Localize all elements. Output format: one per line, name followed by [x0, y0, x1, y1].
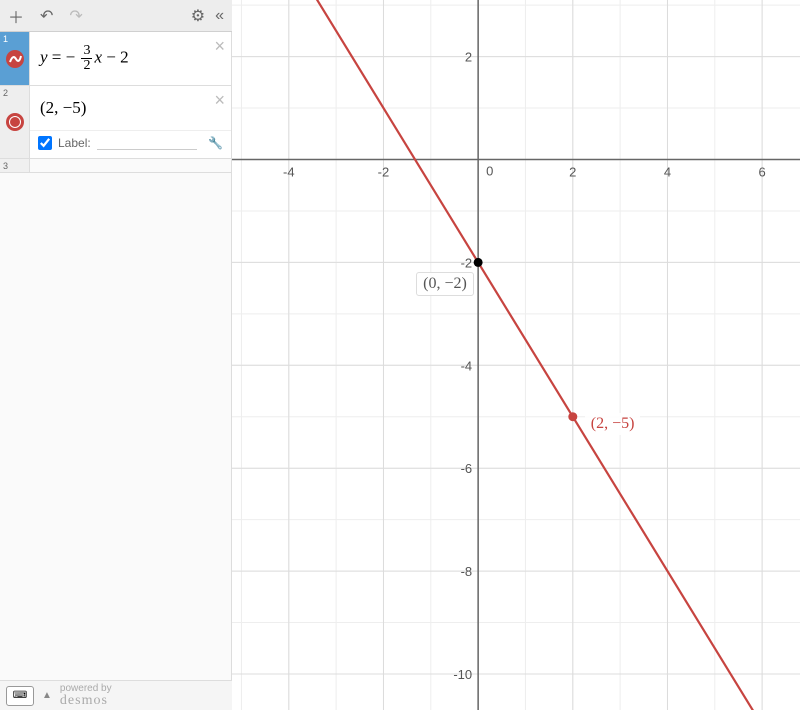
- brand-text: desmos: [60, 694, 112, 708]
- svg-text:6: 6: [759, 164, 766, 179]
- expression-item-2[interactable]: 2 (2, −5) × Label: 🔧: [0, 86, 231, 159]
- point-label: (0, −2): [416, 272, 474, 296]
- footer: ⌨ ▲ powered by desmos: [0, 680, 232, 710]
- powered-by-text: powered by: [60, 684, 112, 694]
- close-icon[interactable]: ×: [214, 90, 225, 111]
- svg-text:4: 4: [664, 164, 671, 179]
- svg-text:2: 2: [465, 50, 472, 65]
- expression-math[interactable]: (2, −5): [30, 86, 231, 130]
- svg-text:-2: -2: [378, 164, 390, 179]
- svg-text:-6: -6: [461, 461, 473, 476]
- label-text: Label:: [58, 136, 91, 150]
- chevron-up-icon[interactable]: ▲: [42, 690, 52, 701]
- line-icon[interactable]: [6, 50, 24, 68]
- keyboard-icon[interactable]: ⌨: [6, 686, 34, 706]
- graph-svg[interactable]: -4 -2 0 2 4 6 -10 -8 -6 -4 -2 2: [232, 0, 800, 710]
- toolbar: ＋ ↶ ↷ ⚙ «: [0, 0, 232, 32]
- gear-icon[interactable]: ⚙: [191, 6, 205, 26]
- collapse-icon[interactable]: «: [215, 7, 224, 25]
- redo-icon[interactable]: ↷: [69, 6, 82, 26]
- close-icon[interactable]: ×: [214, 36, 225, 57]
- expression-index: 2: [3, 88, 8, 98]
- expression-math[interactable]: y = − 32x − 2: [30, 32, 231, 85]
- graph-area[interactable]: -4 -2 0 2 4 6 -10 -8 -6 -4 -2 2 (0, −2) (2, −5): [232, 0, 800, 710]
- svg-text:-4: -4: [461, 358, 473, 373]
- svg-text:-10: -10: [453, 667, 472, 682]
- wrench-icon[interactable]: 🔧: [208, 136, 223, 150]
- expression-item-3[interactable]: 3: [0, 159, 231, 173]
- label-checkbox[interactable]: [38, 136, 52, 150]
- add-icon[interactable]: ＋: [8, 4, 24, 28]
- expression-options: Label: 🔧: [30, 130, 231, 158]
- point-icon[interactable]: [6, 113, 24, 131]
- expression-index: 3: [3, 161, 8, 171]
- expression-sidebar: 1 y = − 32x − 2 × 2 (2, −5) × Label: 🔧 3: [0, 32, 232, 710]
- svg-text:2: 2: [569, 164, 576, 179]
- expression-index: 1: [3, 34, 8, 44]
- undo-icon[interactable]: ↶: [40, 6, 53, 26]
- svg-text:-8: -8: [461, 564, 473, 579]
- label-input[interactable]: [97, 135, 197, 150]
- svg-text:-2: -2: [461, 255, 473, 270]
- svg-text:-4: -4: [283, 164, 295, 179]
- expression-item-1[interactable]: 1 y = − 32x − 2 ×: [0, 32, 231, 86]
- svg-text:0: 0: [486, 163, 493, 178]
- point-label: (2, −5): [585, 413, 641, 435]
